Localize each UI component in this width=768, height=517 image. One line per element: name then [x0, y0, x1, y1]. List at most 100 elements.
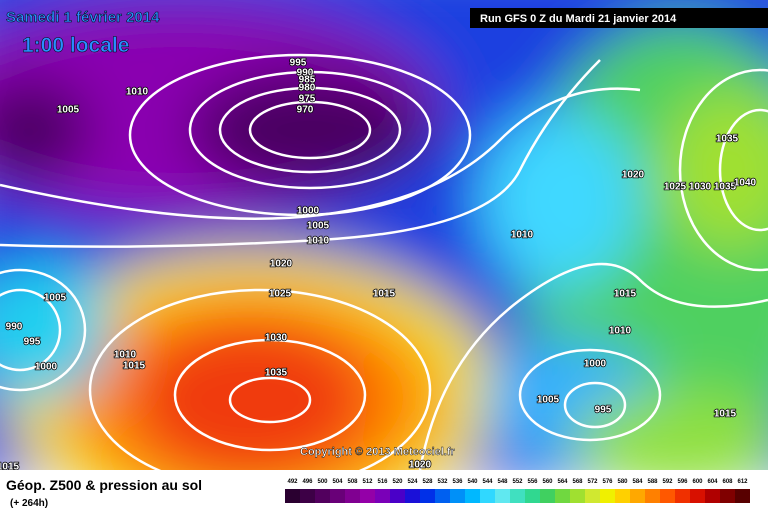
legend-title: Géop. Z500 & pression au sol: [6, 477, 202, 493]
scale-label: 608: [722, 479, 733, 485]
scale-label: 564: [557, 479, 568, 485]
isobar-label: 1035: [265, 368, 288, 379]
scale-swatch: [465, 489, 480, 503]
scale-label: 516: [377, 479, 388, 485]
scale-label: 568: [572, 479, 583, 485]
scale-label: 596: [677, 479, 688, 485]
scale-swatch: [645, 489, 660, 503]
scale-swatch: [285, 489, 300, 503]
isobar-label: 1000: [584, 359, 607, 370]
scale-swatch: [435, 489, 450, 503]
scale-swatch: [570, 489, 585, 503]
scale-label: 584: [632, 479, 643, 485]
isobar-label: 1005: [57, 105, 80, 116]
scale-swatch: [630, 489, 645, 503]
scale-label: 540: [467, 479, 478, 485]
scale-swatch: [690, 489, 705, 503]
lead-time: (+ 264h): [10, 498, 48, 509]
isobar-label: 1005: [537, 395, 560, 406]
isobar-label: 1025: [664, 182, 687, 193]
isobar-labels: 9959909859809759701010100510001005101010…: [0, 57, 757, 474]
scale-swatch: [720, 489, 735, 503]
run-info: Run GFS 0 Z du Mardi 21 janvier 2014: [480, 13, 677, 25]
scale-swatch: [405, 489, 420, 503]
isobar-label: 1015: [123, 361, 146, 372]
isobar-label: 990: [6, 322, 23, 333]
isobar-label: 1030: [265, 333, 288, 344]
isobar-label: 1000: [297, 206, 320, 217]
isobar-label: 1000: [35, 362, 58, 373]
scale-label: 524: [407, 479, 418, 485]
scale-swatch: [480, 489, 495, 503]
isobar-label: 1005: [307, 221, 330, 232]
scale-label: 492: [287, 479, 298, 485]
isobars: [0, 53, 768, 492]
scale-swatch: [375, 489, 390, 503]
scale-label: 556: [527, 479, 538, 485]
scale-label: 560: [542, 479, 553, 485]
scale-label: 520: [392, 479, 403, 485]
scale-swatch: [495, 489, 510, 503]
scale-swatch: [345, 489, 360, 503]
scale-swatch: [555, 489, 570, 503]
scale-swatch: [525, 489, 540, 503]
scale-label: 500: [317, 479, 328, 485]
isobar-label: 1015: [614, 289, 637, 300]
scale-label: 580: [617, 479, 628, 485]
isobar-label: 1010: [511, 230, 534, 241]
run-box: [470, 8, 768, 28]
isobar-label: 995: [24, 337, 41, 348]
scale-label: 588: [647, 479, 658, 485]
scale-label: 576: [602, 479, 613, 485]
isobar-label: 1015: [373, 289, 396, 300]
scale-label: 604: [707, 479, 718, 485]
scale-label: 572: [587, 479, 598, 485]
scale-label: 496: [302, 479, 313, 485]
isobar-label: 985: [299, 75, 316, 86]
isobar-label: 1005: [44, 293, 67, 304]
scale-swatch: [420, 489, 435, 503]
isobar-label: 1035: [716, 134, 739, 145]
isobar-label: 995: [595, 405, 612, 416]
scale-label: 552: [512, 479, 523, 485]
scale-swatch: [735, 489, 750, 503]
scale-label: 512: [362, 479, 373, 485]
scale-label: 504: [332, 479, 343, 485]
isobar-label: 1020: [409, 460, 432, 471]
isobar-label: 1020: [270, 259, 293, 270]
isobar-label: 975: [299, 94, 316, 105]
isobar-label: 970: [297, 105, 314, 116]
scale-label: 508: [347, 479, 358, 485]
scale-swatch: [450, 489, 465, 503]
isobar-label: 990: [297, 68, 314, 79]
scale-label: 600: [692, 479, 703, 485]
isobar-label: 1030: [689, 182, 712, 193]
scale-label: 548: [497, 479, 508, 485]
scale-label: 532: [437, 479, 448, 485]
isobar-label: 1020: [622, 170, 645, 181]
isobar-label: 1010: [114, 350, 137, 361]
scale-swatch: [585, 489, 600, 503]
scale-swatch: [540, 489, 555, 503]
map-title: Samedi 1 février 2014: [6, 9, 160, 26]
scale-swatch: [300, 489, 315, 503]
scale-swatch: [660, 489, 675, 503]
scale-label: 544: [482, 479, 493, 485]
scale-swatch: [330, 489, 345, 503]
isobar-label: 1010: [307, 236, 330, 247]
scale-swatch: [705, 489, 720, 503]
isobar-label: 1025: [269, 289, 292, 300]
scale-label: 612: [737, 479, 748, 485]
copyright: Copyright © 2013 Meteociel.fr: [300, 446, 456, 458]
scale-swatch: [390, 489, 405, 503]
isobar-label: 995: [290, 58, 307, 69]
scale-swatch: [600, 489, 615, 503]
isobar-label: 1040: [734, 178, 757, 189]
isobar-label: 980: [299, 83, 316, 94]
isobar-label: 1010: [126, 87, 149, 98]
scale-swatch: [675, 489, 690, 503]
isobar-label: 1015: [714, 409, 737, 420]
scale-label: 536: [452, 479, 463, 485]
